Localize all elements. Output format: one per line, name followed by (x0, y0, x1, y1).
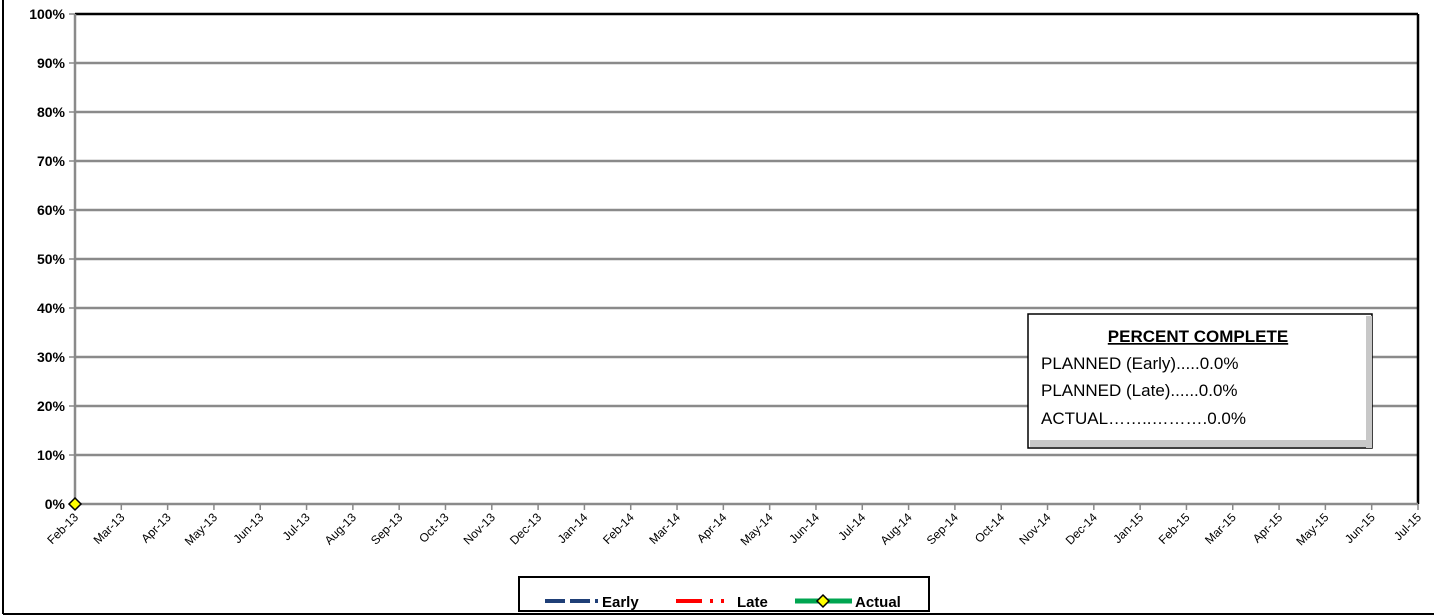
y-tick-label: 30% (37, 349, 66, 365)
x-tick-label: Sep-14 (924, 510, 961, 547)
y-tick-label: 50% (37, 251, 66, 267)
x-tick-label: Jun-15 (1342, 510, 1378, 546)
x-tick-label: Aug-14 (877, 510, 914, 547)
y-tick-label: 70% (37, 153, 66, 169)
y-axis-ticks: 0% 10% 20% 30% 40% 50% 60% 70% 80% 90% 100% (29, 6, 75, 512)
y-tick-label: 80% (37, 104, 66, 120)
legend-actual-label: Actual (855, 594, 901, 611)
series-point-actual (67, 496, 83, 512)
x-tick-label: Jun-14 (786, 510, 822, 546)
x-tick-label: Oct-14 (972, 510, 1008, 546)
y-tick-label: 40% (37, 300, 66, 316)
summary-box-shadow-right (1366, 316, 1372, 448)
x-tick-label: May-15 (1293, 510, 1331, 548)
x-tick-label: Dec-13 (507, 510, 544, 547)
legend-early-label: Early (602, 594, 639, 611)
x-tick-label: Jul-14 (835, 510, 868, 543)
x-tick-label: Feb-14 (600, 510, 637, 547)
legend-late-label: Late (737, 594, 768, 611)
summary-line-planned-late: PLANNED (Late)......0.0% (1041, 381, 1238, 400)
x-tick-label: Mar-15 (1202, 510, 1239, 547)
x-tick-label: Jul-15 (1391, 510, 1424, 543)
percent-complete-box: PERCENT COMPLETE PLANNED (Early).....0.0… (1027, 313, 1373, 449)
summary-box-title: PERCENT COMPLETE (1108, 327, 1288, 346)
series-layer (67, 496, 83, 512)
y-tick-label: 20% (37, 398, 66, 414)
x-tick-label: Apr-15 (1250, 510, 1286, 546)
summary-line-actual: ACTUAL……..……….0.0% (1041, 409, 1246, 428)
y-tick-label: 90% (37, 55, 66, 71)
x-tick-label: Aug-13 (322, 510, 359, 547)
summary-box-shadow-bottom (1030, 440, 1372, 447)
x-tick-label: Oct-13 (416, 510, 452, 546)
x-tick-label: Jan-15 (1110, 510, 1146, 546)
x-tick-label: Sep-13 (368, 510, 405, 547)
y-tick-label: 100% (29, 6, 65, 22)
x-tick-label: Feb-13 (44, 510, 81, 547)
summary-line-planned-early: PLANNED (Early).....0.0% (1041, 354, 1238, 373)
y-tick-label: 60% (37, 202, 66, 218)
y-tick-label: 10% (37, 447, 66, 463)
legend: Early Late Actual (518, 576, 930, 612)
x-tick-label: May-13 (182, 510, 220, 548)
x-tick-label: Nov-13 (461, 510, 498, 547)
x-tick-label: Jul-13 (280, 510, 313, 543)
gridlines (75, 61, 1418, 457)
x-tick-label: Mar-13 (91, 510, 128, 547)
summary-box-frame (1027, 313, 1373, 449)
x-tick-label: Jan-14 (555, 510, 591, 546)
legend-frame (518, 576, 930, 612)
x-tick-label: Mar-14 (646, 510, 683, 547)
x-axis-ticks: Feb-13 Mar-13 Apr-13 May-13 Jun-13 Jul-13 Aug-… (44, 504, 1424, 548)
x-tick-label: Apr-13 (138, 510, 174, 546)
x-tick-label: Dec-14 (1063, 510, 1100, 547)
x-tick-label: Feb-15 (1156, 510, 1193, 547)
x-tick-label: May-14 (738, 510, 776, 548)
x-tick-label: Apr-14 (694, 510, 730, 546)
legend-actual-marker (815, 593, 831, 609)
y-tick-label: 0% (45, 496, 66, 512)
x-tick-label: Jun-13 (231, 510, 267, 546)
x-tick-label: Nov-14 (1016, 510, 1053, 547)
